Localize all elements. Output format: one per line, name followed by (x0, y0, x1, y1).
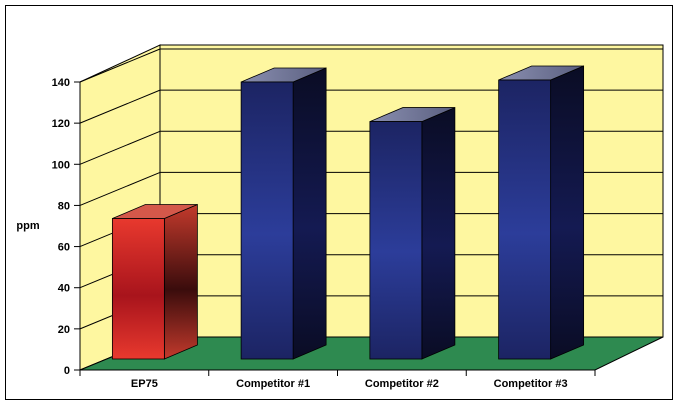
bar-side (421, 106, 456, 360)
bar-side (292, 67, 327, 360)
gridline-side (79, 89, 161, 124)
y-tick-label: 80 (58, 200, 70, 212)
bars (111, 65, 585, 360)
bar-competitor-3 (498, 65, 585, 360)
x-tick-label: Competitor #2 (365, 378, 439, 390)
bar-side (550, 65, 585, 360)
y-tick-label: 120 (52, 118, 70, 130)
y-tick-label: 20 (58, 324, 70, 336)
y-tick-label: 60 (58, 242, 70, 254)
y-tick-label: 0 (64, 365, 70, 377)
gridline-side (79, 48, 161, 83)
y-tick-label: 100 (52, 159, 70, 171)
bar-front (369, 121, 423, 360)
bar-competitor-2 (369, 106, 456, 360)
x-tick-label: Competitor #1 (236, 378, 310, 390)
y-tick-label: 140 (52, 77, 70, 89)
y-axis-title: ppm (16, 220, 39, 232)
gridline-side (79, 171, 161, 206)
bar-side (163, 203, 198, 360)
bar-front (498, 79, 552, 360)
y-tick-label: 40 (58, 283, 70, 295)
x-tick-label: Competitor #3 (494, 378, 568, 390)
bar-ep75 (111, 203, 198, 360)
bar-front (240, 81, 294, 360)
bar-front (111, 218, 165, 360)
bar-competitor-1 (240, 67, 327, 360)
axes: 0 20 40 60 80 100 120 140 EP75 Competitor #1 Compe… (52, 77, 596, 390)
gridline-side (79, 130, 161, 165)
x-tick-label: EP75 (131, 378, 158, 390)
